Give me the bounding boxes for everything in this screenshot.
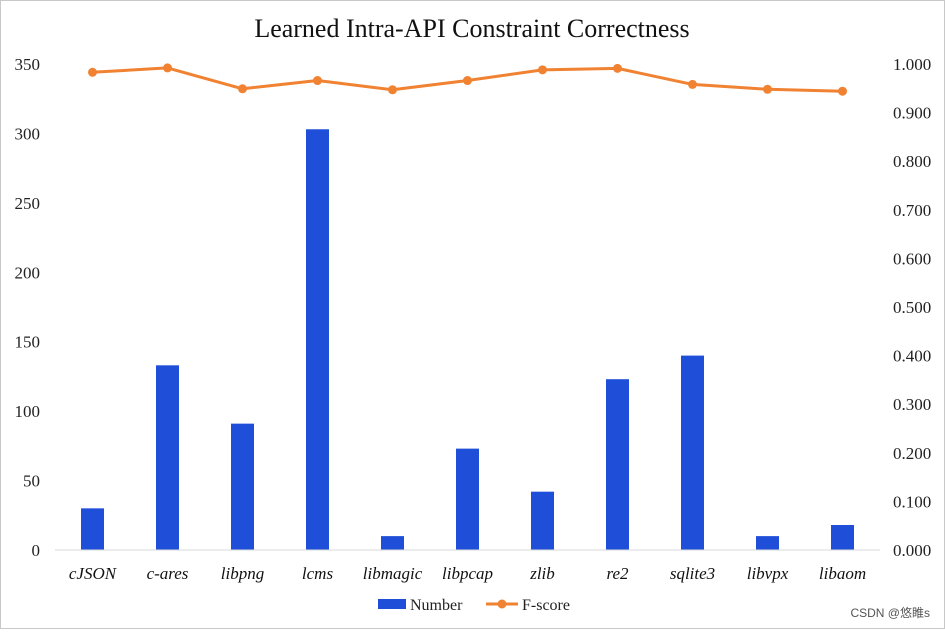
chart-title: Learned Intra-API Constraint Correctness [254,14,689,43]
fscore-point-lcms [313,76,322,86]
fscore-point-libpcap [463,76,472,86]
right-tick-label: 0.800 [893,152,931,171]
right-tick-label: 0.100 [893,492,931,511]
right-tick-label: 0.900 [893,104,931,123]
bar-libpcap [456,448,479,550]
bar-re2 [606,379,629,550]
line-series [88,63,847,96]
fscore-point-cJSON [88,67,97,77]
left-tick-label: 300 [15,124,41,143]
bar-libaom [831,525,854,550]
right-tick-label: 0.500 [893,298,931,317]
bar-c-ares [156,365,179,550]
legend: Number F-score [378,597,570,614]
right-tick-label: 0.600 [893,249,931,268]
bar-cJSON [81,508,104,550]
legend-fscore-marker [497,599,507,609]
left-axis-ticks: 0 50 100 150 200 250 300 350 [15,55,41,560]
left-tick-label: 100 [15,402,41,421]
bar-series [81,129,854,550]
category-label: cJSON [69,564,118,583]
bar-libmagic [381,536,404,550]
fscore-point-re2 [613,63,622,73]
left-tick-label: 200 [15,263,41,282]
category-label: re2 [606,564,629,583]
right-tick-label: 1.000 [893,55,931,74]
fscore-point-libvpx [763,84,772,94]
bar-lcms [306,129,329,550]
legend-fscore-label: F-score [522,597,570,614]
right-tick-label: 0.200 [893,444,931,463]
category-label: lcms [302,564,334,583]
left-tick-label: 150 [15,333,41,352]
left-tick-label: 350 [15,55,41,74]
fscore-point-c-ares [163,63,172,73]
category-label: libvpx [747,564,789,583]
category-label: c-ares [147,564,189,583]
category-label: sqlite3 [670,564,715,583]
bar-zlib [531,491,554,550]
fscore-point-zlib [538,65,547,75]
right-tick-label: 0.000 [893,541,931,560]
watermark-text: CSDN @悠睢s [850,605,930,620]
right-tick-label: 0.400 [893,347,931,366]
fscore-point-libpng [238,84,247,94]
right-axis-ticks: 0.000 0.100 0.200 0.300 0.400 0.500 0.600 0.700… [893,55,931,560]
bar-sqlite3 [681,355,704,550]
category-label: libmagic [363,564,423,583]
category-label: zlib [529,564,555,583]
left-tick-label: 50 [23,472,40,491]
category-label: libpcap [442,564,493,583]
fscore-point-libmagic [388,85,397,95]
category-label: libaom [819,564,866,583]
left-tick-label: 0 [32,541,41,560]
right-tick-label: 0.700 [893,201,931,220]
fscore-point-libaom [838,86,847,96]
category-label: libpng [221,564,264,583]
bar-libvpx [756,536,779,550]
legend-number-label: Number [410,597,463,614]
category-axis-labels: cJSON c-ares libpng lcms libmagic libpcap zlib… [69,564,866,583]
bar-libpng [231,423,254,550]
fscore-point-sqlite3 [688,79,697,89]
right-tick-label: 0.300 [893,395,931,414]
left-tick-label: 250 [15,194,41,213]
legend-number-swatch [378,599,406,609]
